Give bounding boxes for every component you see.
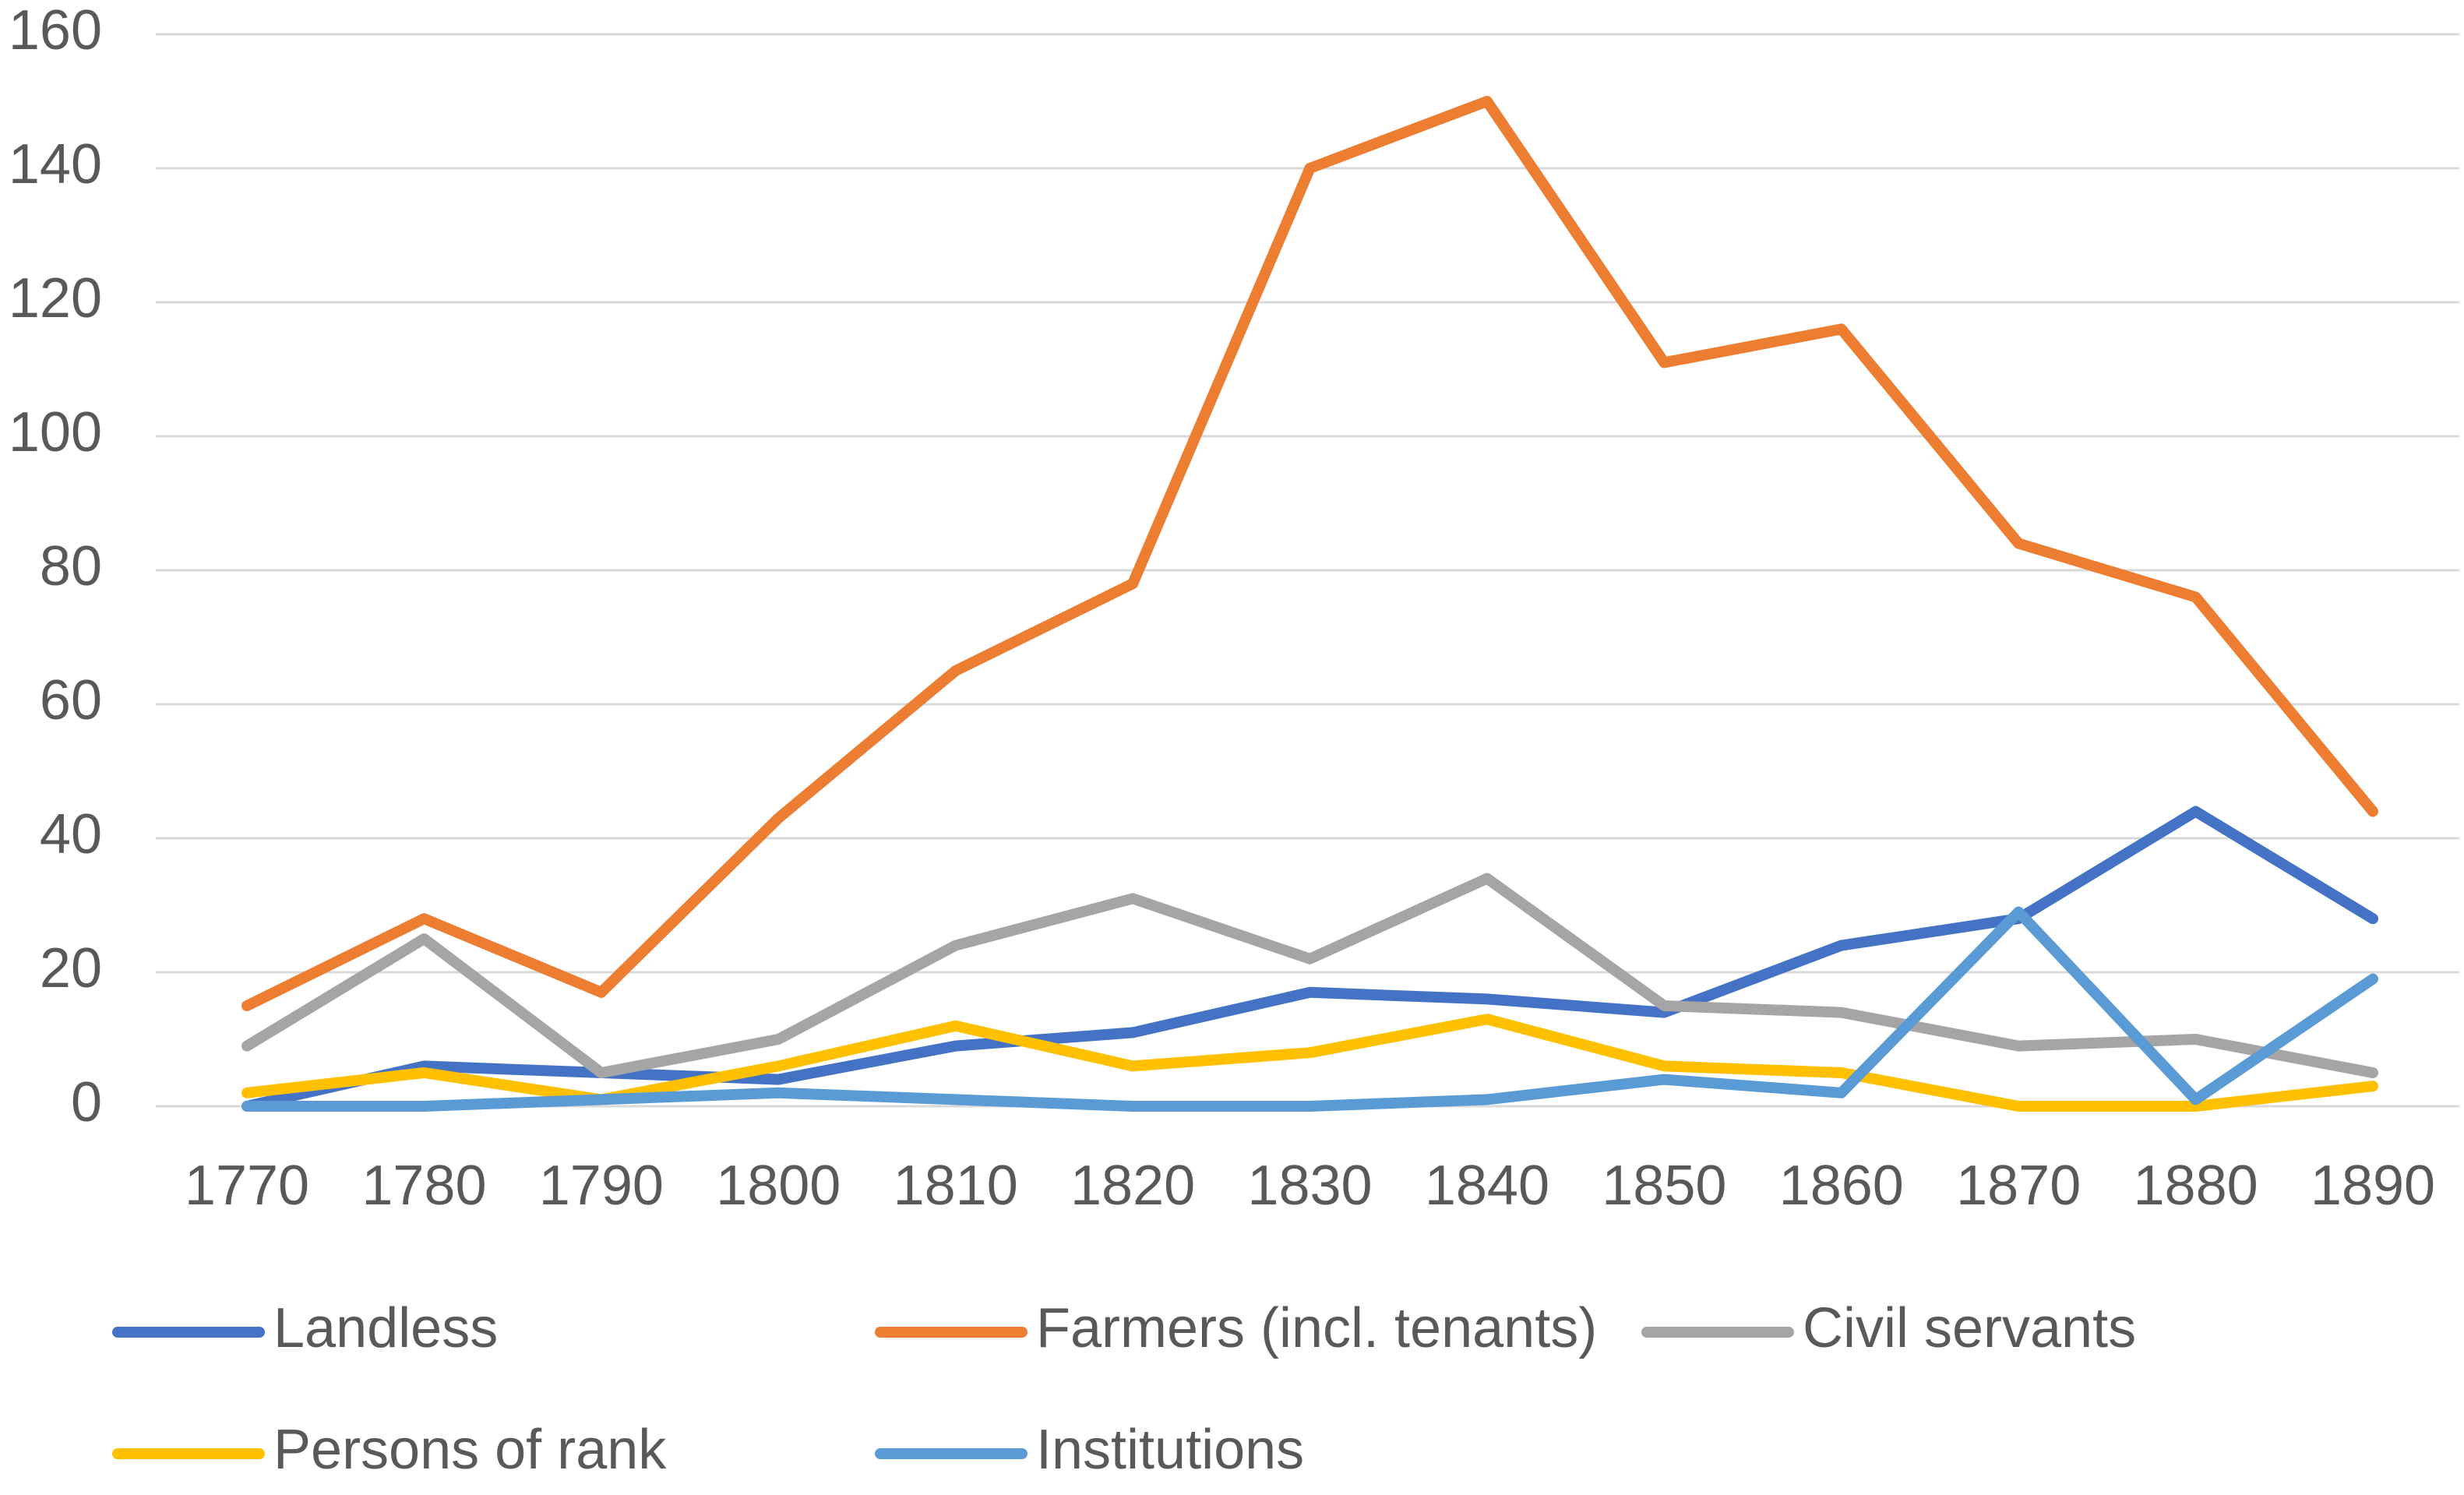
x-tick-label: 1860 xyxy=(1779,1155,1904,1217)
y-tick-label: 80 xyxy=(40,535,102,598)
y-tick-label: 0 xyxy=(71,1071,102,1134)
x-tick-label: 1770 xyxy=(185,1155,309,1217)
legend-label: Persons of rank xyxy=(273,1419,667,1481)
x-tick-label: 1870 xyxy=(1956,1155,2081,1217)
legend-label: Landless xyxy=(273,1297,498,1359)
y-tick-label: 60 xyxy=(40,669,102,732)
legend-label: Institutions xyxy=(1036,1419,1304,1481)
y-tick-label: 140 xyxy=(9,133,102,196)
x-tick-label: 1810 xyxy=(894,1155,1018,1217)
x-tick-label: 1850 xyxy=(1602,1155,1726,1217)
x-tick-label: 1790 xyxy=(539,1155,664,1217)
x-tick-label: 1820 xyxy=(1070,1155,1195,1217)
x-tick-label: 1780 xyxy=(361,1155,486,1217)
y-tick-label: 160 xyxy=(9,0,102,62)
x-tick-label: 1890 xyxy=(2311,1155,2435,1217)
x-tick-label: 1880 xyxy=(2133,1155,2258,1217)
x-tick-label: 1830 xyxy=(1247,1155,1372,1217)
y-tick-label: 120 xyxy=(9,267,102,330)
legend-label: Farmers (incl. tenants) xyxy=(1036,1297,1597,1359)
y-tick-label: 40 xyxy=(40,803,102,866)
x-tick-label: 1800 xyxy=(716,1155,841,1217)
series-line xyxy=(241,1014,2378,1112)
y-tick-label: 100 xyxy=(9,401,102,464)
legend-label: Civil servants xyxy=(1803,1297,2136,1359)
series-line xyxy=(241,96,2378,1011)
x-tick-label: 1840 xyxy=(1425,1155,1549,1217)
series-line xyxy=(241,873,2378,1078)
series-line xyxy=(241,906,2378,1112)
y-tick-label: 20 xyxy=(40,937,102,1000)
